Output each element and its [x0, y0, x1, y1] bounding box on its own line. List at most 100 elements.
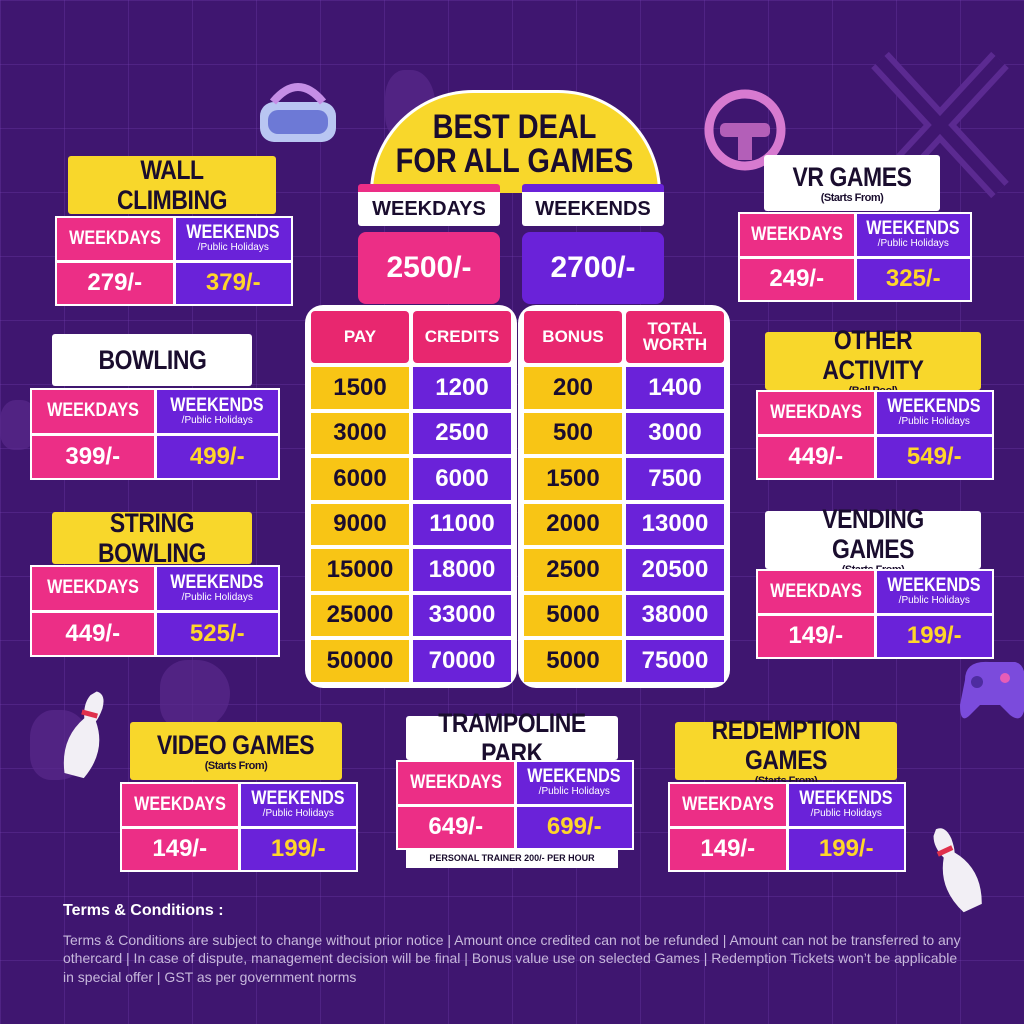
total-worth-cell: 20500 — [626, 549, 724, 591]
weekdays-price: 449/- — [32, 612, 154, 655]
steering-wheel-icon — [704, 89, 786, 171]
price-grid: WEEKDAYS WEEKENDS/Public Holidays 149/- … — [668, 782, 906, 872]
credits-cell: 11000 — [413, 503, 511, 545]
weekends-label-cell: WEEKENDS/Public Holidays — [156, 390, 278, 433]
deal-weekdays-price: 2500/- — [358, 232, 500, 304]
terms-section: Terms & Conditions : Terms & Conditions … — [63, 902, 968, 986]
price-grid: WEEKDAYS WEEKENDS/Public Holidays 149/- … — [756, 569, 994, 659]
best-deal-title: BEST DEAL FOR ALL GAMES — [395, 108, 634, 180]
bonus-cell: 500 — [524, 412, 622, 454]
bonus-header: BONUS — [524, 311, 622, 363]
weekends-price: 325/- — [856, 258, 970, 300]
weekends-price: 379/- — [175, 262, 291, 304]
weekdays-price: 399/- — [32, 435, 154, 478]
bowling-pin-icon — [933, 828, 982, 913]
price-grid: WEEKDAYS WEEKENDS/Public Holidays 649/- … — [396, 760, 634, 850]
weekends-label-cell: WEEKENDS/Public Holidays — [240, 784, 356, 826]
bowling-pin-icon — [63, 691, 104, 779]
weekends-price: 699/- — [516, 806, 632, 848]
weekdays-label-cell: WEEKDAYS — [32, 390, 154, 433]
gamepad-icon — [960, 661, 1024, 719]
decor-blob — [160, 660, 230, 730]
weekdays-price: 149/- — [670, 828, 786, 870]
price-grid: WEEKDAYS WEEKENDS/Public Holidays 399/- … — [30, 388, 280, 480]
terms-text: Terms & Conditions are subject to change… — [63, 931, 961, 985]
weekdays-label-cell: WEEKDAYS — [122, 784, 238, 826]
bonus-cell: 2500 — [524, 549, 622, 591]
weekdays-price: 149/- — [758, 615, 874, 657]
total-worth-cell: 13000 — [626, 503, 724, 545]
total-worth-cell: 75000 — [626, 640, 724, 682]
weekends-label-cell: WEEKENDS/Public Holidays — [876, 392, 992, 434]
card-title: TRAMPOLINE PARK — [406, 708, 618, 768]
weekends-label-cell: WEEKENDS/Public Holidays — [156, 567, 278, 610]
weekdays-label-cell: WEEKDAYS — [670, 784, 786, 826]
price-grid: WEEKDAYS WEEKENDS/Public Holidays 279/- … — [55, 216, 293, 306]
pay-cell: 15000 — [311, 549, 409, 591]
bonus-cell: 5000 — [524, 594, 622, 636]
price-grid: WEEKDAYS WEEKENDS/Public Holidays 449/- … — [30, 565, 280, 657]
bonus-cell: 2000 — [524, 503, 622, 545]
credits-cell: 2500 — [413, 412, 511, 454]
pay-cell: 50000 — [311, 640, 409, 682]
total-worth-cell: 38000 — [626, 594, 724, 636]
pay-cell: 6000 — [311, 458, 409, 500]
weekdays-label-cell: WEEKDAYS — [758, 571, 874, 613]
weekdays-price: 249/- — [740, 258, 854, 300]
bonus-cell: 200 — [524, 367, 622, 409]
card-title: BOWLING — [52, 334, 252, 386]
price-grid: WEEKDAYS WEEKENDS/Public Holidays 249/- … — [738, 212, 972, 302]
price-grid: WEEKDAYS WEEKENDS/Public Holidays 149/- … — [120, 782, 358, 872]
pay-cell: 3000 — [311, 412, 409, 454]
total-worth-cell: 3000 — [626, 412, 724, 454]
price-grid: WEEKDAYS WEEKENDS/Public Holidays 449/- … — [756, 390, 994, 480]
weekends-price: 199/- — [788, 828, 904, 870]
weekends-label-cell: WEEKENDS/Public Holidays — [175, 218, 291, 260]
bonus-cell: 1500 — [524, 458, 622, 500]
weekdays-price: 279/- — [57, 262, 173, 304]
pay-cell: 25000 — [311, 594, 409, 636]
weekends-price: 525/- — [156, 612, 278, 655]
total-worth-cell: 1400 — [626, 367, 724, 409]
weekdays-price: 449/- — [758, 436, 874, 478]
pay-header: PAY — [311, 311, 409, 363]
weekdays-label-cell: WEEKDAYS — [398, 762, 514, 804]
weekdays-label-cell: WEEKDAYS — [32, 567, 154, 610]
weekdays-label-cell: WEEKDAYS — [758, 392, 874, 434]
card-title: VIDEO GAMES (Starts From) — [130, 722, 342, 780]
pay-cell: 9000 — [311, 503, 409, 545]
total-worth-cell: 7500 — [626, 458, 724, 500]
weekdays-price: 649/- — [398, 806, 514, 848]
weekends-label-cell: WEEKENDS/Public Holidays — [876, 571, 992, 613]
card-title: STRING BOWLING — [52, 508, 252, 568]
weekends-price: 199/- — [240, 828, 356, 870]
card-title: REDEMPTION GAMES (Starts From) — [675, 715, 897, 787]
weekdays-price: 149/- — [122, 828, 238, 870]
credits-cell: 1200 — [413, 367, 511, 409]
weekends-price: 549/- — [876, 436, 992, 478]
bonus-total-table: BONUS TOTAL WORTH 200 1400 500 3000 1500 7500… — [518, 305, 730, 688]
trampoline-note: PERSONAL TRAINER 200/- PER HOUR — [406, 848, 618, 868]
credits-cell: 6000 — [413, 458, 511, 500]
weekends-price: 499/- — [156, 435, 278, 478]
weekends-price: 199/- — [876, 615, 992, 657]
pay-credits-table: PAY CREDITS 1500 1200 3000 2500 6000 6000 9000… — [305, 305, 517, 688]
weekends-label-cell: WEEKENDS/Public Holidays — [856, 214, 970, 256]
x-shape-decoration — [871, 51, 1009, 199]
card-title: WALL CLIMBING — [68, 155, 276, 215]
weekends-label-cell: WEEKENDS/Public Holidays — [788, 784, 904, 826]
terms-heading: Terms & Conditions : — [63, 902, 224, 919]
vr-headset-icon — [260, 83, 336, 142]
card-title: VR GAMES (Starts From) — [764, 155, 940, 211]
credits-header: CREDITS — [413, 311, 511, 363]
deal-weekends-price: 2700/- — [522, 232, 664, 304]
bonus-cell: 5000 — [524, 640, 622, 682]
pay-cell: 1500 — [311, 367, 409, 409]
total-worth-header: TOTAL WORTH — [626, 311, 724, 363]
credits-cell: 33000 — [413, 594, 511, 636]
weekdays-label-cell: WEEKDAYS — [740, 214, 854, 256]
card-title: OTHER ACTIVITY(Ball Pool) — [765, 325, 981, 397]
card-title: VENDING GAMES(Starts From) — [765, 504, 981, 576]
weekends-label-cell: WEEKENDS/Public Holidays — [516, 762, 632, 804]
